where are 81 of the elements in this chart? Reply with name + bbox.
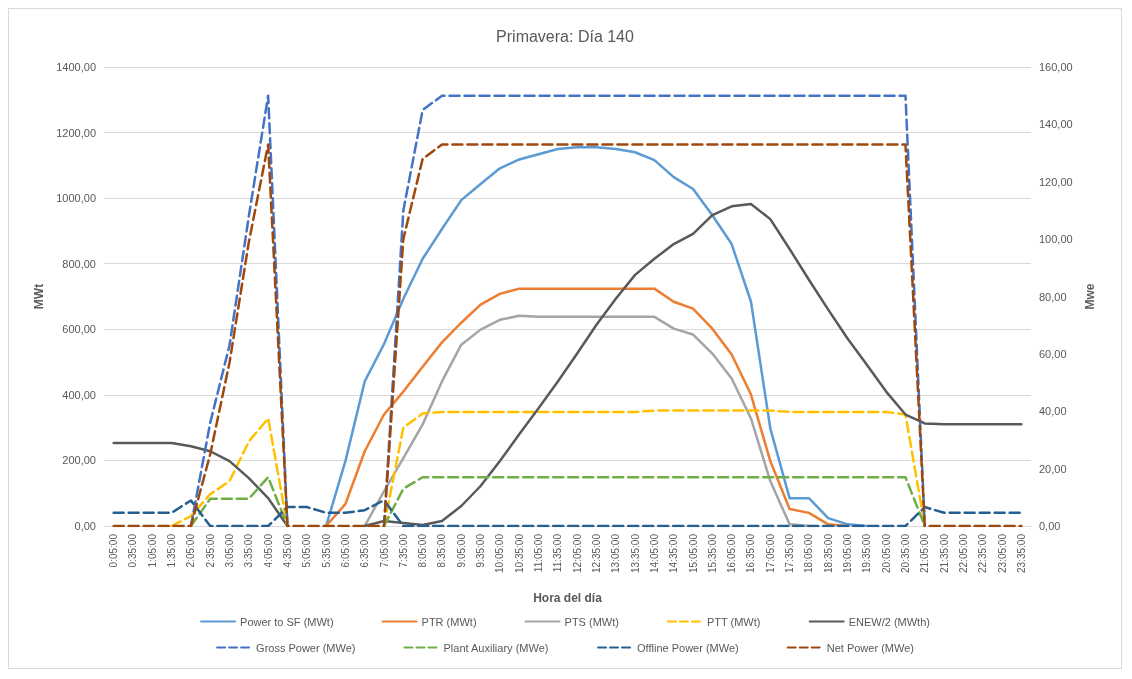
y-tick-label: 200,00 xyxy=(62,454,96,467)
y-axis-title: MWt xyxy=(32,283,47,310)
line-series xyxy=(112,143,1023,528)
x-tick-label: 5:35:00 xyxy=(320,533,332,568)
x-tick-label: 8:35:00 xyxy=(436,533,448,568)
x-tick-label: 17:05:00 xyxy=(764,533,776,573)
x-tick-label: 11:05:00 xyxy=(533,533,545,573)
y2-tick-label: 120,00 xyxy=(1039,175,1073,188)
y2-tick-label: 80,00 xyxy=(1039,290,1067,303)
y-tick-label: 1400,00 xyxy=(56,61,96,73)
line-series xyxy=(112,498,1023,528)
legend-label: ENEW/2 (MWth) xyxy=(848,615,930,628)
y-tick-label: 0,00 xyxy=(74,520,96,532)
x-tick-label: 4:05:00 xyxy=(262,533,274,568)
x-tick-label: 14:35:00 xyxy=(668,533,680,573)
x-tick-label: 8:05:00 xyxy=(417,533,429,568)
x-tick-label: 7:35:00 xyxy=(397,533,409,568)
y-tick-label: 800,00 xyxy=(62,257,96,270)
x-tick-label: 3:35:00 xyxy=(243,533,255,568)
x-tick-label: 6:05:00 xyxy=(339,533,351,568)
x-tick-label: 22:05:00 xyxy=(957,533,969,573)
legend-label: Power to SF (MWt) xyxy=(240,615,334,628)
x-tick-label: 21:35:00 xyxy=(938,533,950,573)
x-tick-label: 6:35:00 xyxy=(359,533,371,568)
y2-tick-label: 160,00 xyxy=(1039,61,1073,73)
x-tick-label: 5:05:00 xyxy=(301,533,313,568)
x-tick-label: 22:35:00 xyxy=(977,533,989,573)
x-tick-label: 12:35:00 xyxy=(590,533,602,573)
legend-label: Net Power (MWe) xyxy=(826,641,914,654)
x-tick-label: 1:35:00 xyxy=(166,533,178,568)
x-tick-label: 18:35:00 xyxy=(822,533,834,573)
x-tick-label: 12:05:00 xyxy=(571,533,583,573)
x-tick-label: 15:05:00 xyxy=(687,533,699,573)
legend-label: Gross Power (MWe) xyxy=(256,641,356,654)
chart-title: Primavera: Día 140 xyxy=(496,27,635,45)
x-tick-label: 18:05:00 xyxy=(803,533,815,573)
x-tick-label: 16:35:00 xyxy=(745,533,757,573)
x-tick-label: 3:05:00 xyxy=(224,533,236,568)
x-tick-label: 10:05:00 xyxy=(494,533,506,573)
y2-tick-label: 40,00 xyxy=(1039,405,1067,418)
x-tick-label: 10:35:00 xyxy=(513,533,525,573)
x-tick-label: 7:05:00 xyxy=(378,533,390,568)
x-tick-label: 13:35:00 xyxy=(629,533,641,573)
x-tick-label: 0:05:00 xyxy=(108,533,120,568)
x-tick-label: 17:35:00 xyxy=(784,533,796,573)
y-tick-label: 1000,00 xyxy=(56,192,96,205)
x-tick-label: 4:35:00 xyxy=(281,533,293,568)
x-tick-label: 1:05:00 xyxy=(146,533,158,568)
y-tick-label: 1200,00 xyxy=(56,126,96,139)
legend-label: Offline Power (MWe) xyxy=(637,641,739,654)
x-tick-label: 20:05:00 xyxy=(880,533,892,573)
legend-label: PTT (MWt) xyxy=(706,615,761,628)
y-tick-label: 600,00 xyxy=(62,323,96,336)
x-tick-label: 16:05:00 xyxy=(726,533,738,573)
x-tick-label: 2:35:00 xyxy=(204,533,216,568)
x-tick-label: 23:35:00 xyxy=(1015,533,1027,573)
y-tick-label: 400,00 xyxy=(62,388,96,401)
x-tick-label: 9:35:00 xyxy=(475,533,487,568)
legend-label: Plant Auxiliary (MWe) xyxy=(443,641,549,654)
x-tick-label: 19:05:00 xyxy=(842,533,854,573)
y2-tick-label: 100,00 xyxy=(1039,233,1073,246)
y2-tick-label: 140,00 xyxy=(1039,118,1073,131)
x-tick-label: 0:35:00 xyxy=(127,533,139,568)
y2-tick-label: 0,00 xyxy=(1039,520,1061,532)
x-tick-label: 20:35:00 xyxy=(899,533,911,573)
y2-tick-label: 20,00 xyxy=(1039,462,1067,475)
x-tick-label: 14:05:00 xyxy=(648,533,660,573)
y2-tick-label: 60,00 xyxy=(1039,347,1067,360)
x-tick-label: 19:35:00 xyxy=(861,533,873,573)
x-tick-label: 9:05:00 xyxy=(455,533,467,568)
legend-label: PTR (MWt) xyxy=(421,615,477,628)
x-tick-label: 15:35:00 xyxy=(706,533,718,573)
legend-label: PTS (MWt) xyxy=(564,615,619,628)
x-tick-label: 11:35:00 xyxy=(552,533,564,573)
y2-axis-title: Mwe xyxy=(1082,283,1097,310)
x-tick-label: 13:05:00 xyxy=(610,533,622,573)
line-series xyxy=(324,146,869,528)
x-tick-label: 2:05:00 xyxy=(185,533,197,568)
x-tick-label: 21:05:00 xyxy=(919,533,931,573)
x-axis-title: Hora del día xyxy=(533,591,603,605)
x-tick-label: 23:05:00 xyxy=(996,533,1008,573)
